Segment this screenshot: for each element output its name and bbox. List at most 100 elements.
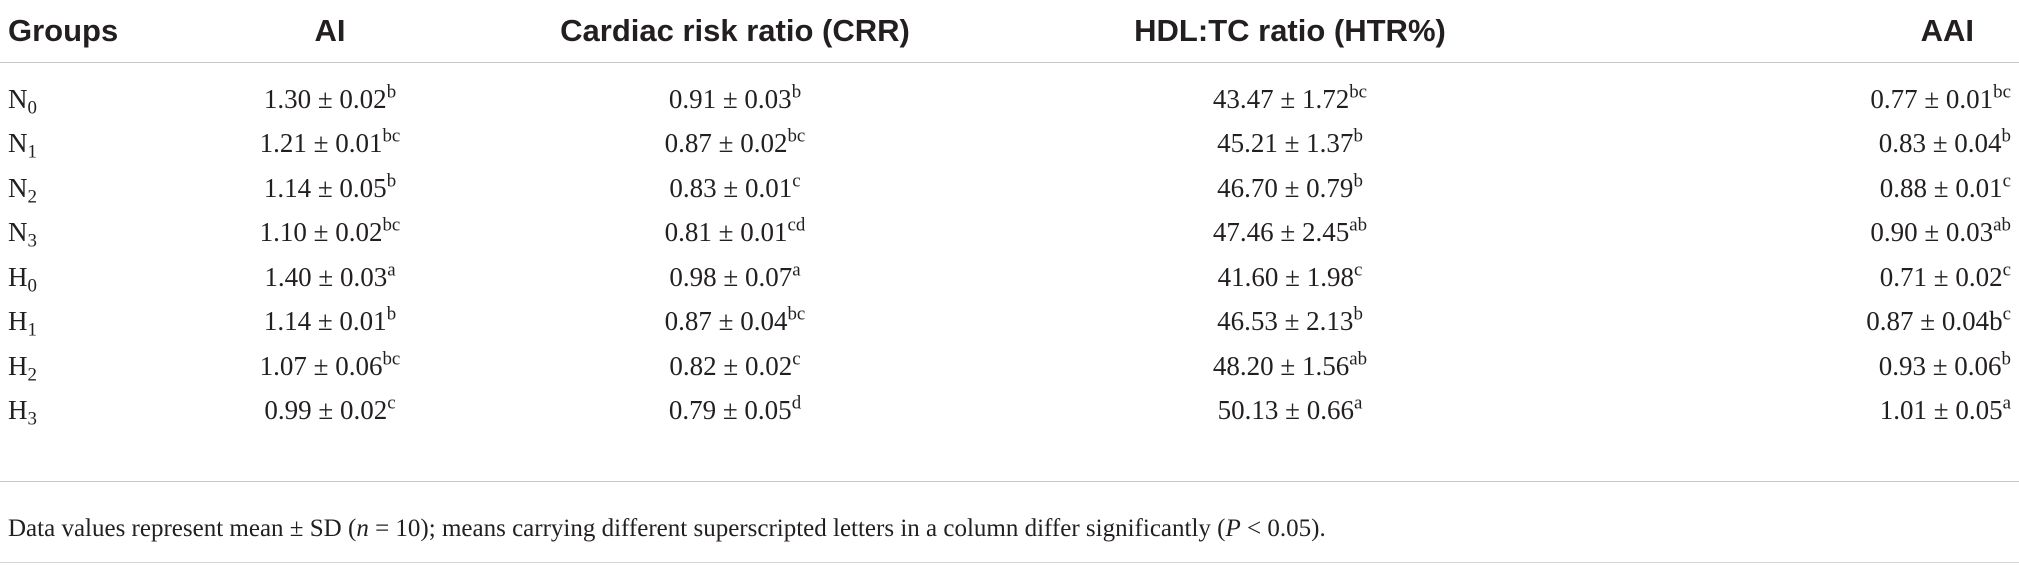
- cell-value: 0.79 ± 0.05: [668, 395, 792, 426]
- ai-value: 0.99 ± 0.02c: [200, 389, 460, 434]
- cell-value: 0.83 ± 0.04: [1878, 128, 2002, 159]
- table-row: H2 1.07 ± 0.06bc 0.82 ± 0.02c 48.20 ± 1.56a…: [0, 344, 2019, 389]
- significance-superscript: c: [1353, 259, 1363, 281]
- header-groups: Groups: [0, 0, 200, 63]
- table-row: H3 0.99 ± 0.02c 0.79 ± 0.05d 50.13 ± 0.66a 1…: [0, 389, 2019, 434]
- cell-value: 1.10 ± 0.02: [259, 217, 383, 248]
- group-letter: H: [8, 350, 28, 381]
- group-letter: N: [8, 83, 28, 114]
- header-crr: Cardiac risk ratio (CRR): [460, 0, 1010, 63]
- htr-value: 46.70 ± 0.79b: [1010, 166, 1570, 211]
- group-label: H2: [0, 344, 200, 389]
- header-row: Groups AI Cardiac risk ratio (CRR) HDL:T…: [0, 0, 2019, 63]
- significance-superscript: ab: [1349, 348, 1368, 370]
- cell-value: 0.71 ± 0.02: [1879, 261, 2003, 292]
- table-row: N0 1.30 ± 0.02b 0.91 ± 0.03b 43.47 ± 1.72bc…: [0, 77, 2019, 122]
- group-label: H1: [0, 300, 200, 345]
- footer-divider: [0, 562, 2019, 563]
- footnote-text: < 0.05).: [1240, 515, 1326, 542]
- footnote-p: P: [1225, 515, 1241, 542]
- significance-superscript: ab: [1993, 214, 2011, 236]
- cell-value: 0.99 ± 0.02: [264, 395, 388, 426]
- aai-value: 0.90 ± 0.03ab: [1570, 211, 2019, 256]
- cell-value: 46.53 ± 2.13: [1217, 306, 1354, 337]
- cell-value: 50.13 ± 0.66: [1217, 395, 1354, 426]
- footnote-n: n: [356, 515, 369, 542]
- cell-value: 47.46 ± 2.45: [1212, 217, 1350, 248]
- cell-value: 0.87 ± 0.04b: [1866, 306, 2003, 337]
- aai-value: 0.77 ± 0.01bc: [1570, 77, 2019, 122]
- group-label: H0: [0, 255, 200, 300]
- ai-value: 1.07 ± 0.06bc: [200, 344, 460, 389]
- significance-superscript: bc: [382, 348, 401, 370]
- group-label: N2: [0, 166, 200, 211]
- cell-value: 0.88 ± 0.01: [1879, 172, 2003, 203]
- significance-superscript: b: [791, 81, 802, 103]
- crr-value: 0.91 ± 0.03b: [460, 77, 1010, 122]
- significance-superscript: b: [1353, 125, 1363, 147]
- significance-superscript: ab: [1349, 214, 1368, 236]
- group-subscript: 1: [27, 319, 37, 341]
- group-subscript: 3: [27, 230, 37, 252]
- header-htr: HDL:TC ratio (HTR%): [1010, 0, 1570, 63]
- significance-superscript: b: [1353, 170, 1363, 192]
- cell-value: 0.90 ± 0.03: [1870, 217, 1994, 248]
- cell-value: 43.47 ± 1.72: [1212, 83, 1350, 114]
- group-label: N3: [0, 211, 200, 256]
- ai-value: 1.30 ± 0.02b: [200, 77, 460, 122]
- htr-value: 48.20 ± 1.56ab: [1010, 344, 1570, 389]
- header-aai: AAI: [1570, 0, 2019, 63]
- cell-value: 1.07 ± 0.06: [259, 350, 383, 381]
- significance-superscript: d: [791, 392, 802, 414]
- significance-superscript: b: [1353, 303, 1363, 325]
- htr-value: 41.60 ± 1.98c: [1010, 255, 1570, 300]
- cell-value: 45.21 ± 1.37: [1217, 128, 1354, 159]
- cell-value: 0.81 ± 0.01: [664, 217, 788, 248]
- ai-value: 1.14 ± 0.01b: [200, 300, 460, 345]
- significance-superscript: b: [386, 303, 397, 325]
- crr-value: 0.79 ± 0.05d: [460, 389, 1010, 434]
- cell-value: 41.60 ± 1.98: [1217, 261, 1354, 292]
- cell-value: 1.01 ± 0.05: [1879, 395, 2003, 426]
- group-subscript: 0: [27, 97, 37, 119]
- data-table: Groups AI Cardiac risk ratio (CRR) HDL:T…: [0, 0, 2019, 434]
- crr-value: 0.87 ± 0.04bc: [460, 300, 1010, 345]
- table-row: H1 1.14 ± 0.01b 0.87 ± 0.04bc 46.53 ± 2.13b…: [0, 300, 2019, 345]
- htr-value: 45.21 ± 1.37b: [1010, 122, 1570, 167]
- table-row: H0 1.40 ± 0.03a 0.98 ± 0.07a 41.60 ± 1.98c 0…: [0, 255, 2019, 300]
- header-ai: AI: [200, 0, 460, 63]
- significance-superscript: bc: [382, 214, 401, 236]
- significance-superscript: a: [387, 259, 396, 281]
- cell-value: 0.82 ± 0.02: [669, 350, 793, 381]
- table-row: N3 1.10 ± 0.02bc 0.81 ± 0.01cd 47.46 ± 2.45…: [0, 211, 2019, 256]
- significance-superscript: b: [386, 170, 397, 192]
- group-subscript: 2: [27, 186, 37, 208]
- cell-value: 0.98 ± 0.07: [669, 261, 793, 292]
- footnote-text: Data values represent mean ± SD (: [8, 515, 357, 542]
- significance-superscript: c: [387, 392, 396, 414]
- significance-superscript: c: [2002, 170, 2011, 192]
- group-letter: H: [8, 306, 28, 337]
- table-row: N2 1.14 ± 0.05b 0.83 ± 0.01c 46.70 ± 0.79b 0…: [0, 166, 2019, 211]
- aai-value: 0.87 ± 0.04bc: [1570, 300, 2019, 345]
- crr-value: 0.98 ± 0.07a: [460, 255, 1010, 300]
- significance-superscript: c: [2002, 259, 2011, 281]
- significance-superscript: a: [792, 259, 801, 281]
- group-subscript: 2: [27, 364, 37, 386]
- aai-value: 0.88 ± 0.01c: [1570, 166, 2019, 211]
- cell-value: 1.14 ± 0.05: [263, 172, 387, 203]
- aai-value: 1.01 ± 0.05a: [1570, 389, 2019, 434]
- cell-value: 46.70 ± 0.79: [1217, 172, 1354, 203]
- table-bottom-rule: [0, 481, 2019, 482]
- htr-value: 46.53 ± 2.13b: [1010, 300, 1570, 345]
- htr-value: 43.47 ± 1.72bc: [1010, 77, 1570, 122]
- significance-superscript: b: [2001, 348, 2011, 370]
- ai-value: 1.10 ± 0.02bc: [200, 211, 460, 256]
- significance-superscript: a: [1353, 392, 1363, 414]
- significance-superscript: b: [2001, 125, 2011, 147]
- cell-value: 0.83 ± 0.01: [669, 172, 793, 203]
- significance-superscript: bc: [1993, 81, 2011, 103]
- table-footnote: Data values represent mean ± SD (n = 10)…: [8, 515, 1326, 543]
- cell-value: 0.87 ± 0.02: [664, 128, 788, 159]
- htr-value: 50.13 ± 0.66a: [1010, 389, 1570, 434]
